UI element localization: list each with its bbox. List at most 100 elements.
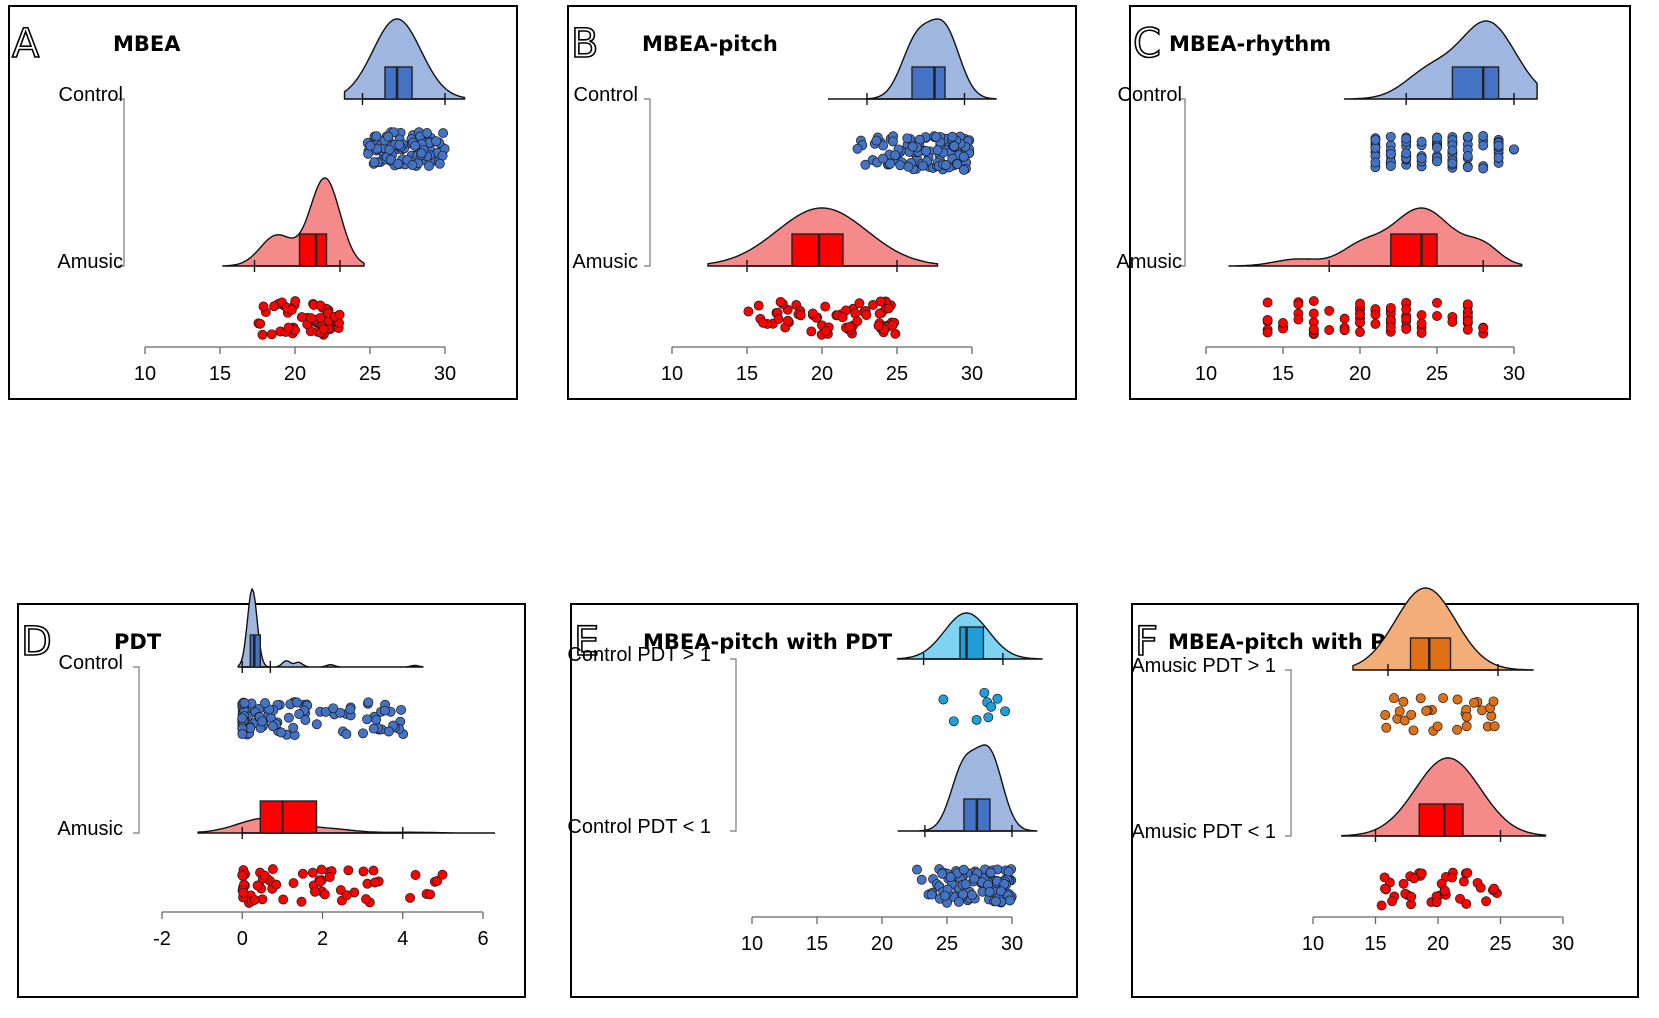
data-point xyxy=(393,158,404,169)
group-bracket xyxy=(133,666,140,834)
data-point xyxy=(1439,885,1450,896)
group-label: Control xyxy=(574,84,638,106)
data-point xyxy=(369,157,380,168)
data-point xyxy=(1380,710,1391,720)
x-tick-label: -2 xyxy=(153,928,171,950)
points-group xyxy=(253,296,345,340)
group-label: Amusic xyxy=(57,818,123,840)
data-point xyxy=(1379,872,1390,883)
data-point xyxy=(939,890,950,901)
points-group xyxy=(743,296,901,340)
x-tick-label: 0 xyxy=(237,928,248,950)
data-point xyxy=(1416,327,1427,338)
x-tick-label: 20 xyxy=(811,363,833,385)
data-point xyxy=(365,140,376,151)
data-point xyxy=(315,312,326,323)
data-point xyxy=(249,894,260,905)
data-point xyxy=(887,320,898,331)
data-point xyxy=(410,140,420,151)
x-tick-label: 30 xyxy=(961,363,983,385)
x-tick-label: 30 xyxy=(1503,363,1525,385)
data-point xyxy=(918,160,929,171)
data-point xyxy=(394,139,405,150)
data-point xyxy=(807,308,818,319)
panel-letter: B xyxy=(571,21,598,67)
data-point xyxy=(971,714,982,725)
points-group xyxy=(852,131,975,175)
group-label: Amusic PDT > 1 xyxy=(1131,655,1276,677)
data-point xyxy=(1370,318,1381,329)
group-bracket xyxy=(1285,669,1292,837)
data-point xyxy=(1262,297,1273,308)
data-point xyxy=(1389,693,1399,704)
x-tick-label: 6 xyxy=(477,928,488,950)
data-point xyxy=(941,160,951,170)
data-point xyxy=(1370,309,1381,320)
data-point xyxy=(969,873,980,884)
data-point xyxy=(358,728,368,739)
data-point xyxy=(358,866,369,877)
data-point xyxy=(1401,133,1412,144)
data-point xyxy=(311,719,322,730)
x-tick-label: 10 xyxy=(741,933,763,955)
data-point xyxy=(1355,298,1365,309)
x-tick-label: 20 xyxy=(284,363,306,385)
panel-a: A MBEA Control Amusic 10 15 20 25 30 xyxy=(8,5,518,400)
x-tick-label: 15 xyxy=(736,363,758,385)
data-point xyxy=(1489,883,1499,894)
data-point xyxy=(1462,324,1473,335)
data-point xyxy=(371,131,382,142)
data-point xyxy=(368,723,379,734)
data-point xyxy=(758,317,769,328)
data-point xyxy=(895,160,906,171)
group-bracket xyxy=(644,98,651,267)
panel-frame xyxy=(1131,603,1639,998)
data-point xyxy=(257,716,268,727)
data-point xyxy=(1308,324,1319,335)
x-tick-label: 25 xyxy=(936,933,958,955)
data-point xyxy=(984,886,995,897)
points-group xyxy=(1376,867,1502,911)
group-label: Control xyxy=(1118,84,1182,106)
data-point xyxy=(238,887,249,898)
data-point xyxy=(885,158,896,169)
density-curve xyxy=(897,744,1038,832)
data-point xyxy=(1406,709,1417,720)
data-point xyxy=(1447,316,1458,327)
data-point xyxy=(1475,882,1486,893)
data-point xyxy=(1447,872,1457,883)
data-point xyxy=(947,131,958,142)
density-curve xyxy=(1228,207,1523,267)
data-point xyxy=(937,868,948,879)
data-point xyxy=(1324,325,1335,335)
data-point xyxy=(297,868,308,879)
x-tick-label: 25 xyxy=(1426,363,1448,385)
panel-frame xyxy=(1129,5,1631,400)
density-curve xyxy=(237,587,424,668)
data-point xyxy=(1385,302,1396,313)
group-label: Amusic PDT < 1 xyxy=(1131,821,1276,843)
density-curve xyxy=(222,177,365,267)
data-point xyxy=(1478,323,1489,334)
data-point xyxy=(945,872,956,883)
data-point xyxy=(1406,891,1417,902)
data-point xyxy=(775,296,786,307)
data-point xyxy=(958,864,969,875)
panel-frame xyxy=(570,603,1078,998)
data-point xyxy=(1461,721,1472,732)
data-point xyxy=(1387,896,1398,907)
data-point xyxy=(1380,883,1390,894)
data-point xyxy=(1478,163,1489,174)
data-point xyxy=(873,320,884,331)
points-group xyxy=(912,864,1017,908)
data-point xyxy=(343,865,354,876)
data-point xyxy=(883,303,894,314)
group-label: Control xyxy=(59,652,123,674)
data-point xyxy=(1381,722,1392,733)
data-point xyxy=(294,709,305,720)
data-point xyxy=(283,712,294,723)
data-point xyxy=(992,693,1003,704)
data-point xyxy=(1481,896,1492,907)
